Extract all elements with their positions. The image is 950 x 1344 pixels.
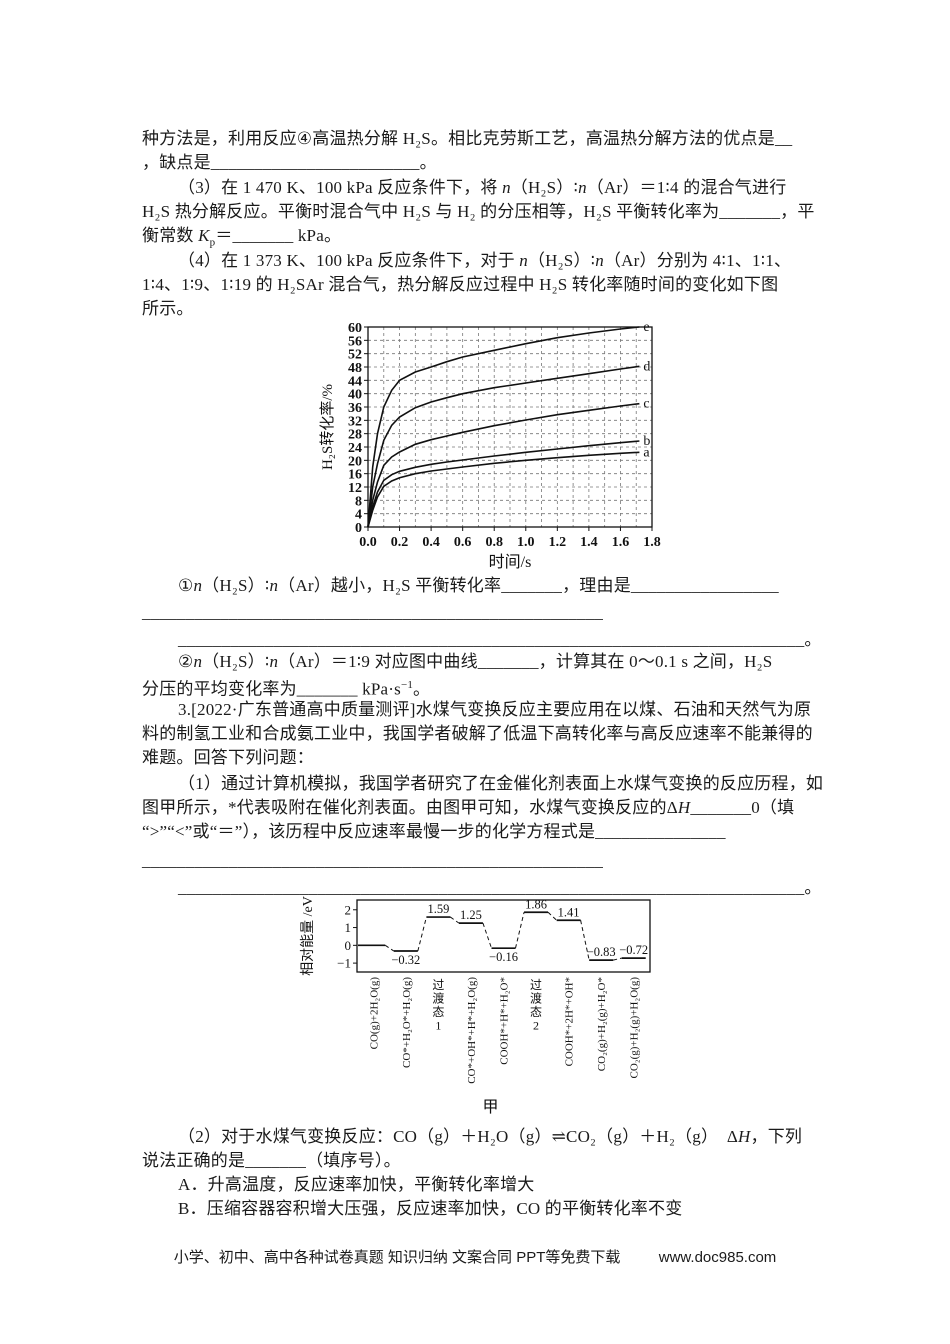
- svg-text:0.2: 0.2: [391, 535, 409, 550]
- svg-text:1.59: 1.59: [427, 902, 449, 916]
- svg-text:−0.16: −0.16: [489, 950, 518, 964]
- svg-text:1.41: 1.41: [558, 905, 580, 919]
- svg-text:e: e: [643, 320, 649, 335]
- doc-line-2: （3）在 1 470 K、100 kPa 反应条件下，将 n（H₂S）∶n（Ar…: [178, 178, 787, 197]
- svg-text:b: b: [643, 434, 650, 449]
- doc-line-22: 说法正确的是_______（填序号）。: [142, 1151, 401, 1170]
- svg-text:2: 2: [533, 1019, 539, 1033]
- doc-line-0: 种方法是，利用反应④高温热分解 H₂S。相比克劳斯工艺，高温热分解方法的优点是_…: [142, 129, 793, 148]
- svg-text:0.6: 0.6: [454, 535, 472, 550]
- svg-text:28: 28: [348, 428, 362, 443]
- svg-text:COOH*+H*+H₂O*: COOH*+H*+H₂O*: [499, 977, 511, 1065]
- svg-text:a: a: [643, 445, 650, 460]
- svg-text:过: 过: [432, 978, 444, 992]
- svg-text:60: 60: [348, 321, 362, 336]
- svg-text:渡: 渡: [432, 991, 444, 1006]
- doc-line-8: ①n（H₂S）∶n（Ar）越小，H₂S 平衡转化率_______，理由是____…: [178, 576, 779, 595]
- doc-line-15: 难题。回答下列问题：: [142, 748, 314, 767]
- svg-text:16: 16: [348, 468, 362, 483]
- doc-line-7: 所示。: [142, 299, 194, 318]
- svg-text:CO₂(g)+H₂(g)+H₂O*: CO₂(g)+H₂(g)+H₂O*: [596, 977, 608, 1071]
- footer-text: 小学、初中、高中各种试卷真题 知识归纳 文案合同 PPT等免费下载: [173, 1249, 621, 1266]
- svg-text:0.4: 0.4: [422, 535, 440, 550]
- svg-text:1.4: 1.4: [580, 535, 598, 550]
- svg-text:48: 48: [348, 361, 362, 376]
- svg-text:24: 24: [348, 441, 362, 456]
- svg-text:1.2: 1.2: [549, 535, 567, 550]
- doc-line-4: 衡常数 Kp＝_______ kPa。: [142, 226, 342, 249]
- svg-text:CO*+OH*+H*+H₂O(g): CO*+OH*+H*+H₂O(g): [466, 977, 478, 1084]
- doc-line-3: H₂S 热分解反应。平衡时混合气中 H₂S 与 H₂ 的分压相等，H₂S 平衡转…: [142, 202, 815, 221]
- svg-text:CO₂(g)+H₂(g)+H₂O(g): CO₂(g)+H₂(g)+H₂O(g): [629, 977, 641, 1079]
- svg-text:态: 态: [432, 1005, 444, 1019]
- doc-line-10: ________________________________________…: [178, 630, 822, 649]
- svg-text:32: 32: [348, 414, 362, 429]
- h2s-conversion-line-chart: 0.0 0.2 0.4 0.6 0.8 1.0 1.2 1.4 1.6 1.80481216202…: [319, 320, 661, 570]
- doc-line-14: 料的制氢工业和合成氨工业中，我国学者破解了低温下高转化率与高反应速率不能兼得的: [142, 724, 813, 743]
- svg-text:8: 8: [355, 494, 362, 509]
- svg-text:CO*+H₂O*+H₂O(g): CO*+H₂O*+H₂O(g): [401, 977, 413, 1068]
- svg-text:d: d: [643, 359, 650, 374]
- footer-site-url: www.doc985.com: [658, 1249, 777, 1266]
- footer-spacer: [625, 1249, 655, 1266]
- svg-text:0.0: 0.0: [359, 535, 377, 550]
- svg-text:c: c: [643, 397, 649, 412]
- svg-text:态: 态: [530, 1005, 542, 1019]
- doc-line-9: ________________________________________…: [142, 603, 604, 622]
- svg-text:0: 0: [345, 938, 352, 953]
- svg-text:渡: 渡: [530, 991, 542, 1006]
- svg-text:1.0: 1.0: [517, 535, 535, 550]
- svg-text:1: 1: [435, 1019, 441, 1033]
- doc-line-6: 1∶4、1∶9、1∶19 的 H₂SAr 混合气，热分解反应过程中 H₂S 转化…: [142, 275, 779, 294]
- svg-text:44: 44: [348, 374, 362, 389]
- doc-line-17: 图甲所示，*代表吸附在催化剂表面。由图甲可知，水煤气变换反应的ΔH_______…: [142, 798, 795, 817]
- svg-text:2: 2: [345, 902, 352, 917]
- doc-line-23: A．升高温度，反应速率加快，平衡转化率增大: [178, 1175, 535, 1194]
- svg-text:甲: 甲: [482, 1099, 498, 1116]
- svg-text:−0.83: −0.83: [587, 945, 616, 959]
- svg-text:过: 过: [530, 978, 542, 992]
- doc-line-21: （2）对于水煤气变换反应：CO（g）＋H₂O（g）⇌CO₂（g）＋H₂（g） Δ…: [178, 1127, 803, 1146]
- svg-text:1.25: 1.25: [460, 908, 482, 922]
- energy-profile-chart: 2 1 0 −1 相对能量 /eV CO(g)+2H₂O(g) −0.32 CO*+H₂O*+…: [300, 896, 651, 1116]
- svg-text:时间/s: 时间/s: [489, 553, 532, 570]
- doc-line-1: ，缺点是________________________。: [142, 153, 437, 172]
- svg-text:−0.72: −0.72: [619, 943, 648, 957]
- svg-text:1: 1: [345, 920, 352, 935]
- doc-line-24: B．压缩容器容积增大压强，反应速率加快，CO 的平衡转化率不变: [178, 1199, 683, 1218]
- svg-text:52: 52: [348, 348, 362, 363]
- doc-line-20: ________________________________________…: [178, 878, 822, 897]
- svg-text:相对能量 /eV: 相对能量 /eV: [300, 896, 316, 976]
- svg-text:1.86: 1.86: [525, 897, 547, 911]
- doc-line-12: 分压的平均变化率为_______ kPa·s−1。: [142, 679, 431, 699]
- svg-text:0: 0: [355, 521, 362, 536]
- svg-text:H₂S转化率/%: H₂S转化率/%: [319, 384, 336, 470]
- footer: 小学、初中、高中各种试卷真题 知识归纳 文案合同 PPT等免费下载 www.do…: [70, 1246, 880, 1267]
- svg-text:1.8: 1.8: [643, 535, 661, 550]
- doc-line-5: （4）在 1 373 K、100 kPa 反应条件下，对于 n（H₂S）∶n（A…: [178, 251, 792, 270]
- svg-text:COOH*+2H*+OH*: COOH*+2H*+OH*: [564, 977, 576, 1066]
- doc-line-19: ________________________________________…: [142, 851, 604, 870]
- svg-text:−1: −1: [337, 956, 351, 971]
- svg-text:CO(g)+2H₂O(g): CO(g)+2H₂O(g): [368, 977, 380, 1050]
- svg-text:40: 40: [348, 388, 362, 403]
- svg-text:36: 36: [348, 401, 362, 416]
- svg-text:−0.32: −0.32: [391, 953, 420, 967]
- svg-text:4: 4: [355, 508, 362, 523]
- doc-line-16: （1）通过计算机模拟，我国学者研究了在金催化剂表面上水煤气变换的反应历程，如: [178, 774, 824, 793]
- svg-text:56: 56: [348, 334, 362, 349]
- doc-line-18: “>”“<”或“＝”），该历程中反应速率最慢一步的化学方程式是_________…: [142, 822, 726, 841]
- svg-text:20: 20: [348, 454, 362, 469]
- svg-text:1.6: 1.6: [612, 535, 630, 550]
- svg-text:12: 12: [348, 481, 362, 496]
- svg-text:0.8: 0.8: [485, 535, 503, 550]
- doc-line-11: ②n（H₂S）∶n（Ar）＝1∶9 对应图中曲线_______，计算其在 0～0…: [178, 652, 773, 671]
- doc-line-13: 3.[2022·广东普通高中质量测评]水煤气变换反应主要应用在以煤、石油和天然气…: [178, 700, 812, 719]
